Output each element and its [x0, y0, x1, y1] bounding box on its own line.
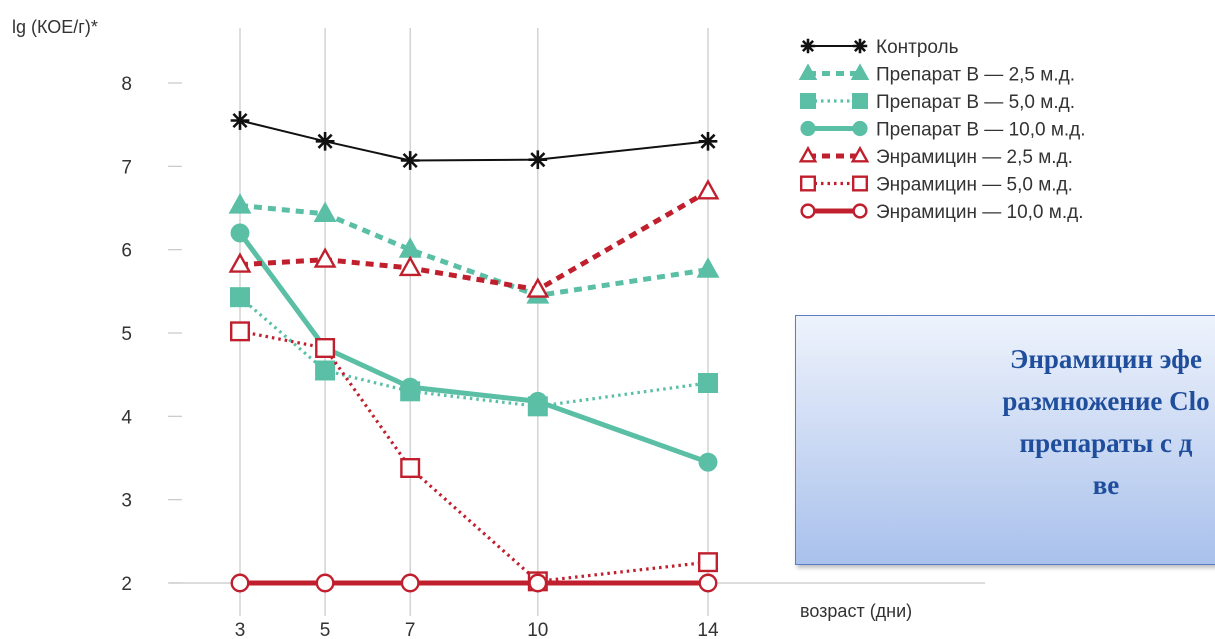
series-4-point-3	[230, 223, 250, 243]
callout-box: Энрамицин эфе размножение Clo препараты …	[795, 315, 1215, 565]
legend-item-5: Энрамицин — 2,5 м.д.	[798, 145, 1073, 168]
legend-item-4: Препарат В — 10,0 м.д.	[800, 120, 1086, 141]
legend-marker-start-5	[798, 145, 818, 163]
series-2-point-3	[228, 193, 252, 214]
y-tick-label-6: 6	[121, 241, 132, 262]
series-2-point-5	[313, 201, 337, 222]
legend-item-2: Препарат В — 2,5 м.д.	[798, 63, 1075, 86]
legend-marker-end-6	[852, 175, 869, 192]
legend-label-1: Контроль	[876, 37, 959, 58]
series-4	[230, 223, 718, 472]
series-7-point-5	[315, 573, 335, 593]
series-line-6	[239, 329, 709, 583]
legend-label-5: Энрамицин — 2,5 м.д.	[876, 147, 1073, 168]
legend-label-6: Энрамицин — 5,0 м.д.	[876, 175, 1073, 196]
series-7	[230, 573, 718, 593]
x-axis-title: возраст (дни)	[800, 601, 912, 621]
x-tick-label-14: 14	[697, 620, 719, 639]
series-7-point-10	[528, 573, 548, 593]
legend-label-7: Энрамицин — 10,0 м.д.	[876, 202, 1083, 223]
legend-marker-start-6	[800, 175, 817, 192]
series-6-point-7	[400, 458, 421, 479]
series-2-point-14	[696, 257, 720, 278]
series-layer	[228, 111, 720, 593]
y-tick-label-3: 3	[121, 491, 132, 512]
y-tick-label-2: 2	[121, 574, 132, 595]
legend-marker-end-7	[852, 203, 868, 219]
series-4-point-14	[698, 452, 718, 472]
series-5	[228, 178, 720, 298]
legend-marker-end-1	[852, 38, 868, 54]
series-6-point-3	[229, 321, 250, 342]
series-5-point-14	[696, 178, 720, 200]
legend: Контроль Препарат В — 2,5 м.д. Препарат В …	[798, 37, 1086, 223]
series-1-point-14	[698, 131, 718, 151]
legend-marker-start-2	[798, 63, 818, 81]
series-line-2	[239, 203, 709, 298]
legend-marker-start-1	[800, 38, 816, 54]
series-1-point-5	[315, 131, 335, 151]
legend-label-4: Препарат В — 10,0 м.д.	[876, 120, 1086, 141]
series-7-point-14	[698, 573, 718, 593]
legend-marker-start-3	[800, 92, 817, 109]
axis-layer: lg (КОЕ/г)* возраст (дни) 2 3 4 5 6 7 8 3 5 7 10 14	[12, 17, 912, 639]
series-5-point-7	[398, 255, 422, 277]
series-1-point-10	[528, 150, 548, 170]
y-axis-title: lg (КОЕ/г)*	[12, 17, 98, 37]
series-1	[230, 111, 718, 170]
x-tick-label-7: 7	[405, 620, 416, 639]
series-line-4	[237, 231, 709, 465]
series-line-3	[238, 295, 709, 408]
legend-marker-end-3	[852, 92, 869, 109]
legend-marker-end-2	[850, 63, 870, 81]
series-3-point-14	[698, 373, 719, 394]
series-6-point-14	[698, 552, 719, 573]
series-4-point-10	[528, 391, 548, 411]
y-tick-label-4: 4	[121, 407, 132, 428]
series-7-point-7	[400, 573, 420, 593]
series-6-point-5	[315, 338, 336, 359]
callout-text: Энрамицин эфе размножение Clo препараты …	[1002, 344, 1210, 500]
legend-marker-start-4	[800, 120, 816, 137]
x-tick-label-10: 10	[527, 620, 548, 639]
series-6	[229, 321, 719, 592]
y-tick-label-5: 5	[121, 324, 132, 345]
series-line-1	[239, 119, 709, 162]
series-3-point-5	[315, 360, 336, 381]
legend-item-7: Энрамицин — 10,0 м.д.	[800, 202, 1083, 223]
legend-label-2: Препарат В — 2,5 м.д.	[876, 65, 1075, 86]
series-2	[228, 193, 720, 304]
y-tick-label-8: 8	[121, 74, 132, 95]
x-tick-label-3: 3	[235, 620, 246, 639]
legend-marker-end-4	[852, 120, 868, 137]
series-4-point-7	[400, 377, 420, 397]
x-tick-label-5: 5	[320, 620, 331, 639]
legend-marker-start-7	[800, 203, 816, 219]
legend-item-3: Препарат В — 5,0 м.д.	[800, 92, 1075, 113]
series-line-5	[239, 189, 710, 293]
series-7-point-3	[230, 573, 250, 593]
legend-marker-end-5	[850, 145, 870, 163]
series-5-point-3	[228, 252, 252, 273]
legend-item-1: Контроль	[800, 37, 959, 58]
series-3-point-3	[229, 287, 250, 308]
y-tick-label-7: 7	[121, 157, 132, 178]
series-5-point-5	[313, 247, 337, 268]
legend-item-6: Энрамицин — 5,0 м.д.	[800, 175, 1073, 196]
series-1-point-7	[400, 151, 420, 170]
series-1-point-3	[230, 111, 250, 130]
legend-label-3: Препарат В — 5,0 м.д.	[876, 92, 1075, 113]
series-5-point-10	[526, 277, 550, 298]
